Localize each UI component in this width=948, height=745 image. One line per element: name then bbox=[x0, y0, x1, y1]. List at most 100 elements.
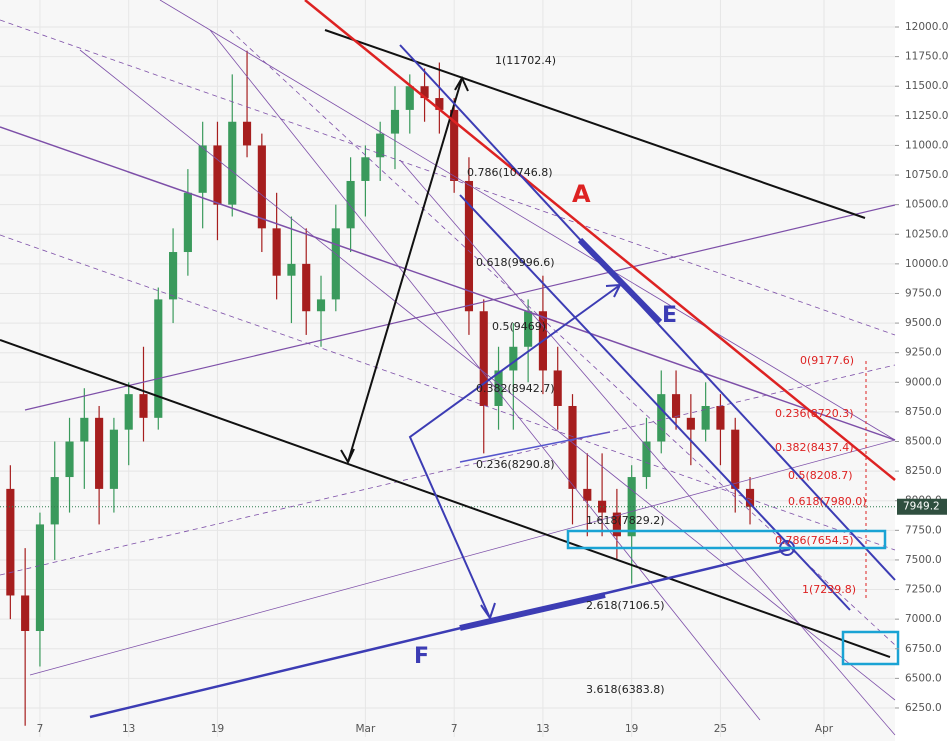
candle-body bbox=[169, 252, 178, 300]
fib-label: 3.618(6383.8) bbox=[586, 683, 665, 696]
y-tick-label: 7250.0 bbox=[905, 584, 942, 596]
candle-body bbox=[479, 311, 488, 406]
zone-box bbox=[566, 529, 887, 550]
y-tick-label: 7750.0 bbox=[905, 524, 942, 536]
fib-label: 0.236(8290.8) bbox=[476, 458, 555, 471]
candle-body bbox=[257, 145, 266, 229]
arrow-head bbox=[605, 283, 622, 298]
x-tick-label: 13 bbox=[122, 723, 135, 735]
dashed-line bbox=[229, 29, 896, 646]
candle-body bbox=[627, 477, 636, 537]
thick-segment bbox=[459, 592, 606, 631]
y-tick-label: 10500.0 bbox=[905, 199, 948, 211]
candle-body bbox=[272, 228, 281, 276]
fib-label: 0.5(9469) bbox=[492, 320, 546, 333]
candle-body bbox=[302, 263, 311, 312]
candle-body bbox=[376, 133, 385, 158]
y-tick-label: 8500.0 bbox=[905, 436, 942, 448]
candle-body bbox=[242, 121, 252, 146]
y-tick-label: 9250.0 bbox=[905, 347, 942, 359]
drawings bbox=[0, 0, 900, 736]
y-tick-label: 9000.0 bbox=[905, 376, 942, 388]
projection-arrow bbox=[408, 284, 621, 619]
candle-body bbox=[464, 180, 474, 312]
fib-label-red: 0.786(7654.5) bbox=[775, 534, 854, 547]
candle-body bbox=[716, 405, 725, 430]
y-tick-label: 6750.0 bbox=[905, 643, 942, 655]
candle-body bbox=[287, 263, 296, 276]
x-tick-label: 19 bbox=[211, 723, 224, 735]
last-price-label: 7949.2 bbox=[903, 501, 940, 513]
trendline bbox=[209, 29, 761, 721]
candle-body bbox=[509, 346, 518, 371]
candle-body bbox=[21, 595, 30, 632]
y-tick-label: 6250.0 bbox=[905, 702, 942, 714]
measure-arrow bbox=[347, 77, 463, 463]
fib-label: 0.382(8942.7) bbox=[476, 382, 555, 395]
fib-label-red: 0.618(7980.0) bbox=[788, 495, 867, 508]
candle-body bbox=[228, 121, 237, 205]
candle-body bbox=[183, 192, 192, 253]
candle-body bbox=[642, 441, 651, 478]
trendline bbox=[399, 159, 896, 736]
candle-body bbox=[316, 299, 326, 312]
candle-body bbox=[553, 370, 562, 406]
candle-body bbox=[598, 500, 607, 513]
grid bbox=[0, 0, 895, 737]
y-tick-label: 8750.0 bbox=[905, 406, 942, 418]
y-tick-label: 11500.0 bbox=[905, 80, 948, 92]
arrow-head bbox=[454, 75, 469, 92]
y-tick-label: 8250.0 bbox=[905, 465, 942, 477]
candle-body bbox=[6, 488, 15, 596]
thick-segment bbox=[577, 237, 663, 325]
fib-label-red: 1(7239.8) bbox=[802, 583, 856, 596]
candle-body bbox=[420, 86, 429, 99]
x-tick-label: Apr bbox=[815, 723, 834, 735]
candle-body bbox=[95, 417, 104, 489]
trendline bbox=[159, 0, 896, 441]
candle-body bbox=[361, 157, 370, 181]
channel-line bbox=[0, 339, 891, 658]
fib-label: 2.618(7106.5) bbox=[586, 599, 665, 612]
x-tick-label: Mar bbox=[355, 723, 375, 735]
candle-body bbox=[568, 405, 577, 489]
zone-box bbox=[841, 630, 900, 666]
axis-panel bbox=[895, 0, 948, 741]
candle-body bbox=[686, 417, 695, 430]
axes: 6250.0 6500.0 6750.0 7000.0 7250.0 7500.0 7750… bbox=[37, 21, 948, 735]
letter-label: E bbox=[662, 303, 677, 328]
trendline-a bbox=[304, 0, 896, 481]
fib-label: 0.786(10746.8) bbox=[467, 166, 553, 179]
candle-body bbox=[213, 145, 222, 205]
y-tick-label: 11250.0 bbox=[905, 110, 948, 122]
candle-body bbox=[731, 429, 740, 489]
letter-label: F bbox=[414, 644, 429, 669]
y-tick-label: 7000.0 bbox=[905, 613, 942, 625]
candle-body bbox=[346, 180, 355, 229]
candle-body bbox=[139, 394, 148, 418]
candle-body bbox=[671, 394, 681, 418]
fib-label-red: 0.236(8720.3) bbox=[775, 407, 854, 420]
fib-label: 1.618(7829.2) bbox=[586, 514, 665, 527]
x-tick-label: 7 bbox=[37, 723, 44, 735]
dashed-line bbox=[0, 364, 896, 576]
candle-body bbox=[524, 311, 533, 347]
candle-body bbox=[124, 394, 133, 430]
fib-label-red: 0.382(8437.4) bbox=[775, 441, 854, 454]
candle-body bbox=[745, 488, 755, 507]
x-tick-label: 13 bbox=[536, 723, 549, 735]
arrow-head bbox=[340, 448, 355, 465]
fib-label: 1(11702.4) bbox=[495, 54, 556, 67]
candle-body bbox=[494, 370, 503, 406]
trendline bbox=[0, 126, 896, 441]
trendline bbox=[24, 204, 896, 411]
y-tick-label: 7500.0 bbox=[905, 554, 942, 566]
candle-body bbox=[331, 228, 340, 300]
candle-body bbox=[583, 488, 592, 501]
y-tick-label: 11000.0 bbox=[905, 139, 948, 151]
fib-label: 0.618(9996.6) bbox=[476, 256, 555, 269]
candle-body bbox=[701, 405, 710, 430]
fib-label-red: 0.5(8208.7) bbox=[788, 469, 853, 482]
fib-label-red: 0(9177.6) bbox=[800, 354, 854, 367]
